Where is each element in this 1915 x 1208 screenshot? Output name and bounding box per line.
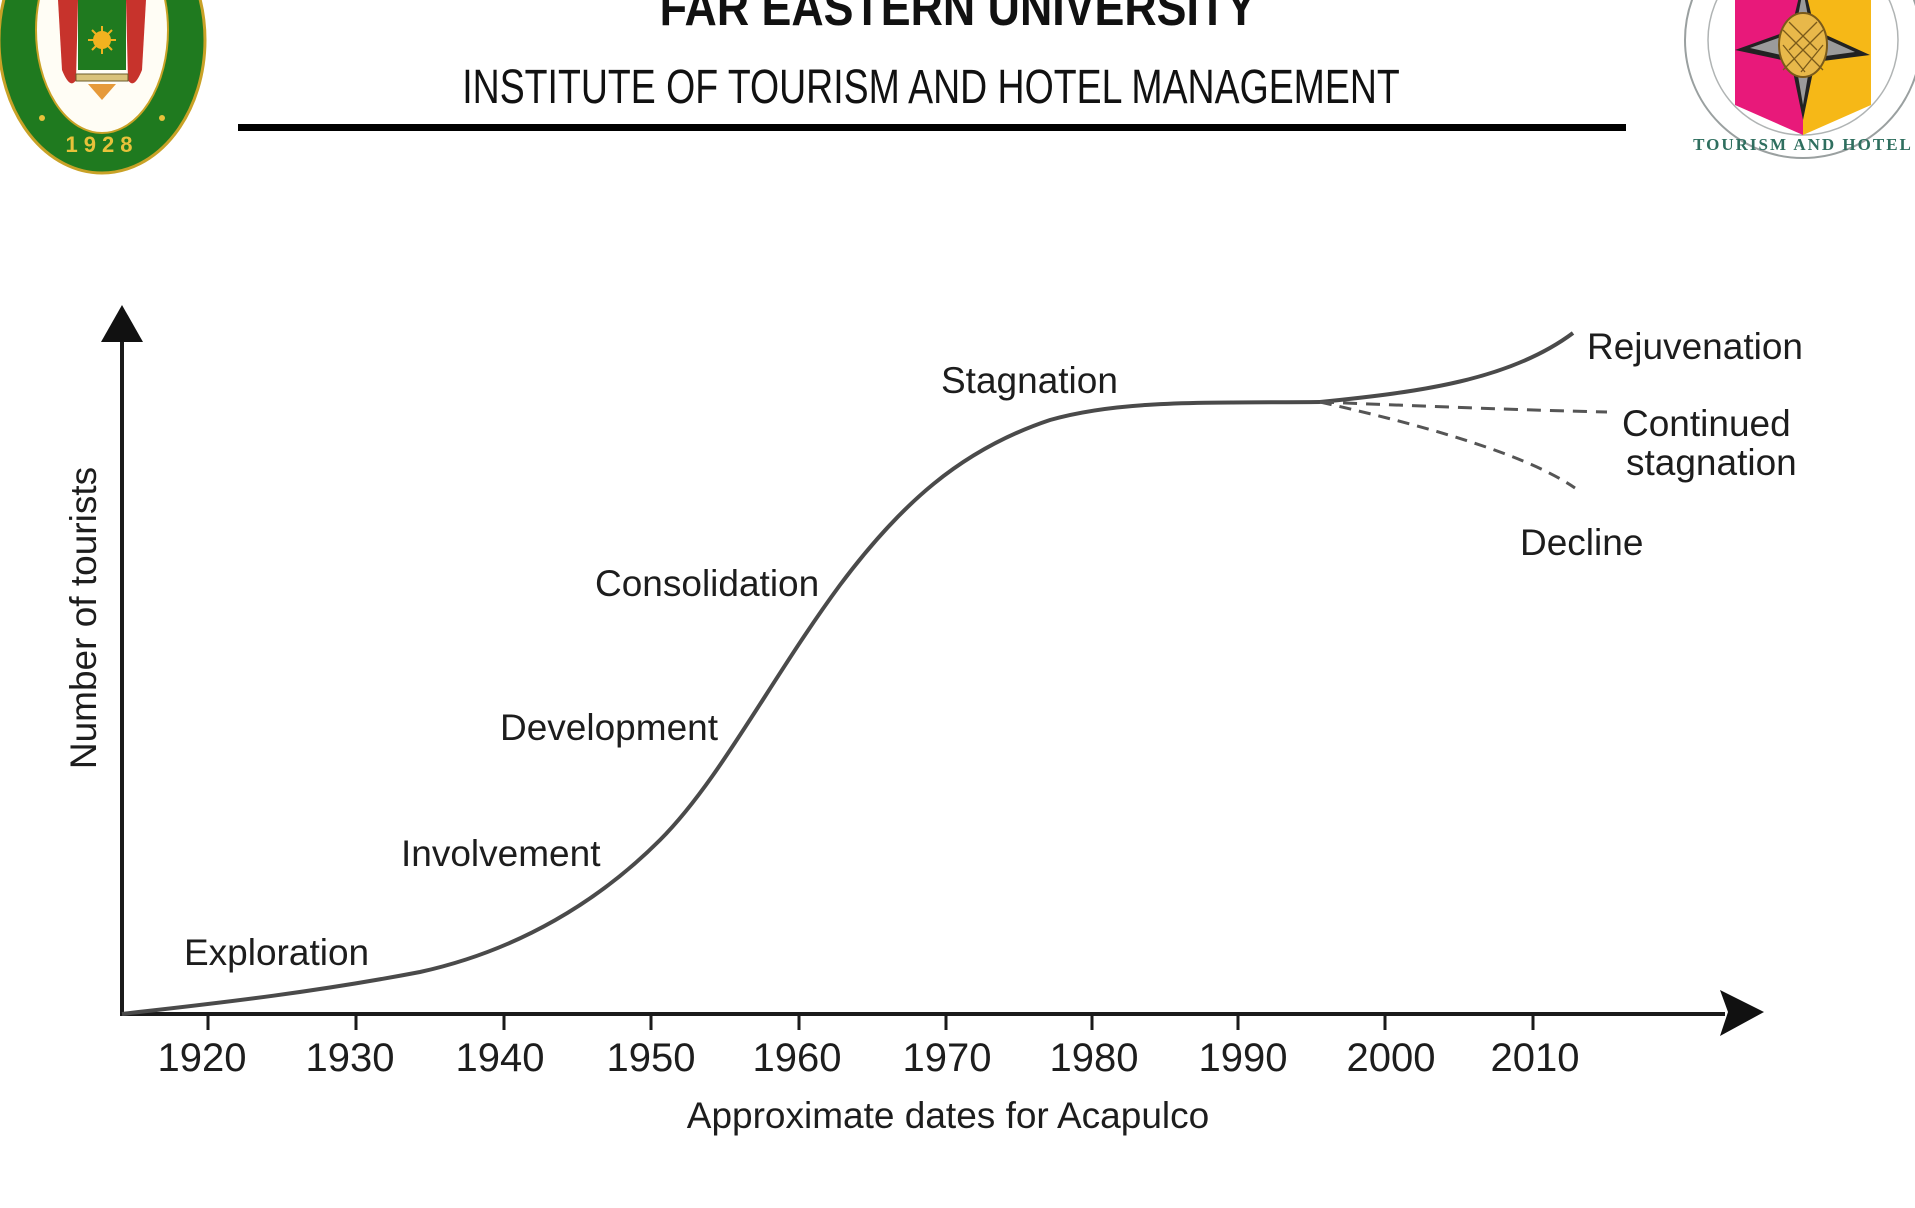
rejuvenation-branch: [1319, 331, 1575, 404]
stage-label-stagnation: Stagnation: [941, 360, 1118, 401]
life-cycle-curve: [121, 400, 1321, 1016]
x-axis-label: Approximate dates for Acapulco: [687, 1095, 1209, 1136]
x-axis-arrow-icon: [1720, 990, 1764, 1036]
x-tick-label: 1970: [903, 1036, 992, 1080]
stage-label-continued: Continued: [1622, 403, 1791, 444]
feu-seal-icon: 1928: [0, 0, 207, 175]
x-tick-label: 1960: [753, 1036, 842, 1080]
stage-label-involvement: Involvement: [401, 833, 601, 874]
stage-label-rejuvenation: Rejuvenation: [1587, 326, 1803, 367]
x-tick-label: 2010: [1491, 1036, 1580, 1080]
stage-label-decline: Decline: [1520, 522, 1643, 563]
x-tick-label: 1920: [158, 1036, 247, 1080]
y-axis-arrow-icon: [101, 305, 143, 342]
continued-stagnation-branch: [1319, 400, 1608, 414]
x-tick-label: 1990: [1199, 1036, 1288, 1080]
x-tick-label: 1930: [306, 1036, 395, 1080]
stage-label-consolidation: Consolidation: [595, 563, 819, 604]
x-tick-label: 1940: [456, 1036, 545, 1080]
stage-label-exploration: Exploration: [184, 932, 369, 973]
y-axis-label: Number of tourists: [63, 467, 104, 769]
ithm-seal-icon: TOURISM AND HOTEL: [1684, 0, 1915, 159]
x-tick-label: 1950: [607, 1036, 696, 1080]
page-title: FAR EASTERN UNIVERSITY: [659, 0, 1257, 37]
page-subtitle: INSTITUTE OF TOURISM AND HOTEL MANAGEMEN…: [462, 61, 1400, 114]
x-tick-label: 1980: [1050, 1036, 1139, 1080]
x-tick-label: 2000: [1347, 1036, 1436, 1080]
decline-branch: [1319, 400, 1576, 490]
header-divider: [238, 124, 1626, 131]
svg-text:1928: 1928: [66, 132, 139, 157]
x-ticks: [206, 1014, 1535, 1030]
stage-label-stagnation-2: stagnation: [1626, 442, 1797, 483]
stage-label-development: Development: [500, 707, 719, 748]
svg-text:TOURISM AND HOTEL: TOURISM AND HOTEL: [1693, 135, 1913, 154]
